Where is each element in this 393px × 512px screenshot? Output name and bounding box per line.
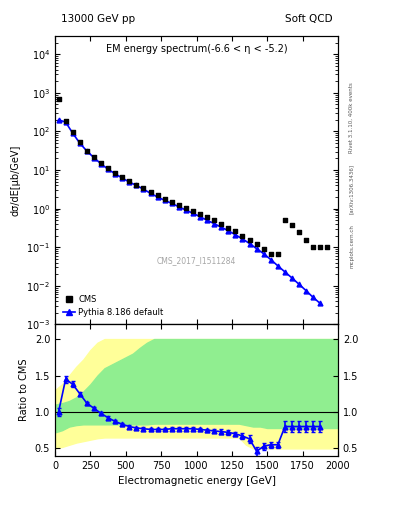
Text: EM energy spectrum(-6.6 < η < -5.2): EM energy spectrum(-6.6 < η < -5.2) bbox=[106, 45, 287, 54]
Point bbox=[77, 138, 83, 146]
Point bbox=[183, 204, 189, 212]
Point bbox=[197, 210, 203, 218]
Point bbox=[204, 213, 210, 221]
Point bbox=[169, 198, 175, 206]
Point bbox=[140, 184, 147, 192]
Point bbox=[112, 168, 118, 177]
Point bbox=[275, 250, 281, 259]
Point bbox=[246, 237, 253, 245]
Point bbox=[317, 243, 323, 251]
Point bbox=[232, 227, 239, 236]
Text: 13000 GeV pp: 13000 GeV pp bbox=[61, 14, 135, 24]
Point bbox=[282, 216, 288, 224]
Y-axis label: Ratio to CMS: Ratio to CMS bbox=[19, 359, 29, 421]
Point bbox=[296, 228, 302, 236]
Point bbox=[119, 173, 125, 181]
Point bbox=[225, 224, 231, 232]
Point bbox=[289, 221, 295, 229]
Point bbox=[84, 146, 90, 155]
Text: Soft QCD: Soft QCD bbox=[285, 14, 332, 24]
Point bbox=[268, 250, 274, 259]
Point bbox=[91, 153, 97, 161]
Point bbox=[147, 188, 154, 196]
Point bbox=[176, 201, 182, 209]
Point bbox=[324, 243, 331, 251]
Text: mcplots.cern.ch: mcplots.cern.ch bbox=[349, 224, 354, 268]
Point bbox=[70, 128, 76, 136]
Text: Rivet 3.1.10, 400k events: Rivet 3.1.10, 400k events bbox=[349, 82, 354, 153]
Text: CMS_2017_I1511284: CMS_2017_I1511284 bbox=[157, 257, 236, 266]
Point bbox=[98, 159, 104, 167]
Legend: CMS, Pythia 8.186 default: CMS, Pythia 8.186 default bbox=[59, 291, 167, 321]
Point bbox=[310, 243, 316, 251]
Point bbox=[239, 231, 246, 240]
Point bbox=[133, 181, 140, 189]
Point bbox=[190, 207, 196, 215]
X-axis label: Electromagnetic energy [GeV]: Electromagnetic energy [GeV] bbox=[118, 476, 275, 486]
Point bbox=[126, 177, 132, 185]
Point bbox=[261, 245, 267, 253]
Point bbox=[211, 216, 217, 224]
Point bbox=[303, 237, 309, 245]
Point bbox=[105, 164, 111, 173]
Point bbox=[253, 240, 260, 248]
Point bbox=[62, 117, 69, 125]
Point bbox=[154, 191, 161, 200]
Text: [arXiv:1306.3436]: [arXiv:1306.3436] bbox=[349, 164, 354, 215]
Point bbox=[218, 220, 224, 228]
Point bbox=[162, 195, 168, 203]
Y-axis label: dσ/dE[μb/GeV]: dσ/dE[μb/GeV] bbox=[11, 144, 20, 216]
Point bbox=[55, 95, 62, 103]
